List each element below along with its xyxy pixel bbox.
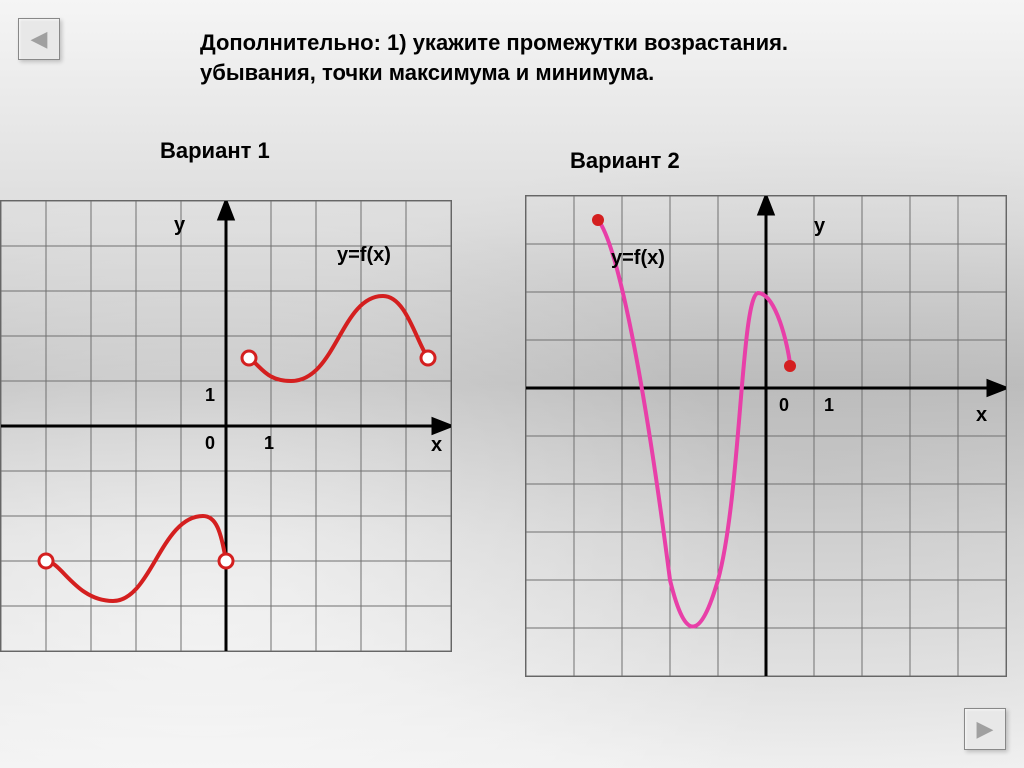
open-marker [242, 351, 256, 365]
variant1-curve-right [249, 296, 428, 381]
variant1-chart: у х 0 1 1 у=f(x) [0, 200, 452, 652]
chevron-left-icon: ◀ [31, 26, 48, 52]
variant2-chart: у х 0 1 у=f(x) [525, 195, 1007, 677]
origin-label: 0 [205, 433, 215, 453]
y-axis-label: у [814, 215, 826, 237]
open-marker [39, 554, 53, 568]
tick-y-1: 1 [205, 385, 215, 405]
tick-x-1: 1 [824, 395, 834, 415]
title-line2: убывания, точки максимума и минимума. [200, 58, 920, 88]
closed-marker [784, 360, 796, 372]
origin-label: 0 [779, 395, 789, 415]
tick-x-1: 1 [264, 433, 274, 453]
closed-marker [592, 214, 604, 226]
variant2-label: Вариант 2 [570, 148, 680, 174]
open-marker [219, 554, 233, 568]
nav-prev-button[interactable]: ◀ [18, 18, 60, 60]
title-line1: Дополнительно: 1) укажите промежутки воз… [200, 28, 920, 58]
x-axis-label: х [431, 434, 442, 456]
page-title: Дополнительно: 1) укажите промежутки воз… [200, 28, 920, 87]
function-label: у=f(x) [337, 244, 391, 266]
nav-next-button[interactable]: ▶ [964, 708, 1006, 750]
variant1-label: Вариант 1 [160, 138, 270, 164]
y-axis-label: у [174, 214, 186, 236]
function-label: у=f(x) [611, 247, 665, 269]
x-axis-label: х [976, 404, 987, 426]
open-marker [421, 351, 435, 365]
chevron-right-icon: ▶ [977, 716, 994, 742]
variant2-curve [598, 220, 790, 627]
